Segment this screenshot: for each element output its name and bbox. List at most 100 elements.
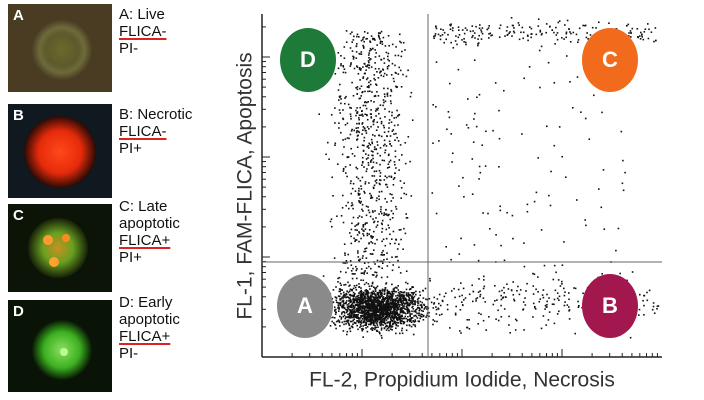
event-dot <box>495 318 497 320</box>
event-dot <box>420 313 422 316</box>
event-dot <box>523 265 526 268</box>
event-dot <box>380 122 383 125</box>
event-dot <box>381 212 383 215</box>
event-dot <box>364 250 367 253</box>
event-dot <box>383 313 386 316</box>
event-dot <box>356 308 358 311</box>
event-dot <box>535 33 538 36</box>
event-dot <box>373 119 375 121</box>
event-dot <box>369 319 372 321</box>
event-dot <box>408 324 411 326</box>
event-dot <box>509 31 511 33</box>
event-dot <box>350 62 352 64</box>
event-dot <box>371 91 373 93</box>
event-dot <box>420 305 423 307</box>
event-dot <box>343 293 345 296</box>
event-dot <box>352 207 354 210</box>
event-dot <box>359 296 361 299</box>
event-dot <box>380 208 382 211</box>
event-dot <box>348 323 350 325</box>
event-dot <box>334 73 337 75</box>
event-dot <box>414 303 416 306</box>
event-dot <box>388 64 390 67</box>
event-dot <box>379 296 381 298</box>
event-dot <box>553 303 555 306</box>
event-dot <box>368 305 371 307</box>
event-dot <box>419 317 421 320</box>
event-dot <box>551 303 554 305</box>
event-dot <box>402 311 404 313</box>
event-dot <box>404 297 407 299</box>
event-dot <box>397 115 399 117</box>
event-dot <box>517 285 519 288</box>
event-dot <box>418 309 421 312</box>
event-dot <box>367 302 369 305</box>
event-dot <box>399 299 402 301</box>
event-dot <box>417 320 420 322</box>
event-dot <box>379 260 381 263</box>
event-dot <box>346 309 348 311</box>
event-dot <box>483 275 485 278</box>
event-dot <box>391 290 394 293</box>
event-dot <box>373 146 376 148</box>
event-dot <box>503 259 506 262</box>
event-dot <box>432 104 434 106</box>
event-dot <box>487 212 489 215</box>
event-dot <box>373 95 376 98</box>
event-dot <box>467 98 469 100</box>
event-dot <box>617 227 620 230</box>
event-dot <box>421 313 423 316</box>
event-dot <box>516 319 518 322</box>
event-dot <box>500 304 502 307</box>
event-dot <box>398 243 400 245</box>
event-dot <box>478 312 480 314</box>
event-dot <box>435 106 437 108</box>
event-dot <box>508 324 510 326</box>
event-dot <box>370 117 373 119</box>
event-dot <box>383 159 385 162</box>
event-dot <box>541 32 543 35</box>
event-dot <box>391 283 393 286</box>
event-dot <box>361 156 364 159</box>
event-dot <box>419 315 422 317</box>
event-dot <box>348 327 351 330</box>
event-dot <box>338 290 341 293</box>
event-dot <box>386 135 388 138</box>
event-dot <box>389 159 392 162</box>
event-dot <box>530 27 533 30</box>
event-dot <box>341 296 343 299</box>
event-dot <box>445 38 447 41</box>
event-dot <box>405 293 408 296</box>
event-dot <box>372 120 375 122</box>
event-dot <box>450 290 453 292</box>
event-dot <box>391 306 394 308</box>
event-dot <box>402 291 405 294</box>
event-dot <box>374 39 376 41</box>
event-dot <box>366 77 369 79</box>
event-dot <box>357 177 360 180</box>
event-dot <box>403 295 405 297</box>
event-dot <box>403 227 405 230</box>
event-dot <box>342 299 345 302</box>
event-dot <box>339 83 341 86</box>
event-dot <box>331 297 334 300</box>
event-dot <box>345 308 347 311</box>
event-dot <box>399 294 401 297</box>
event-dot <box>539 298 542 300</box>
event-dot <box>361 122 364 124</box>
event-dot <box>568 318 571 320</box>
event-dot <box>355 57 358 59</box>
event-dot <box>345 323 347 325</box>
event-dot <box>362 126 365 128</box>
event-dot <box>373 221 375 224</box>
event-dot <box>363 31 366 33</box>
event-dot <box>367 60 370 62</box>
event-dot <box>458 295 461 298</box>
event-dot <box>361 303 363 305</box>
event-dot <box>349 309 352 312</box>
event-dot <box>396 318 398 321</box>
event-dot <box>354 229 357 231</box>
event-dot <box>365 257 368 259</box>
event-dot <box>468 328 471 330</box>
event-dot <box>369 192 371 195</box>
